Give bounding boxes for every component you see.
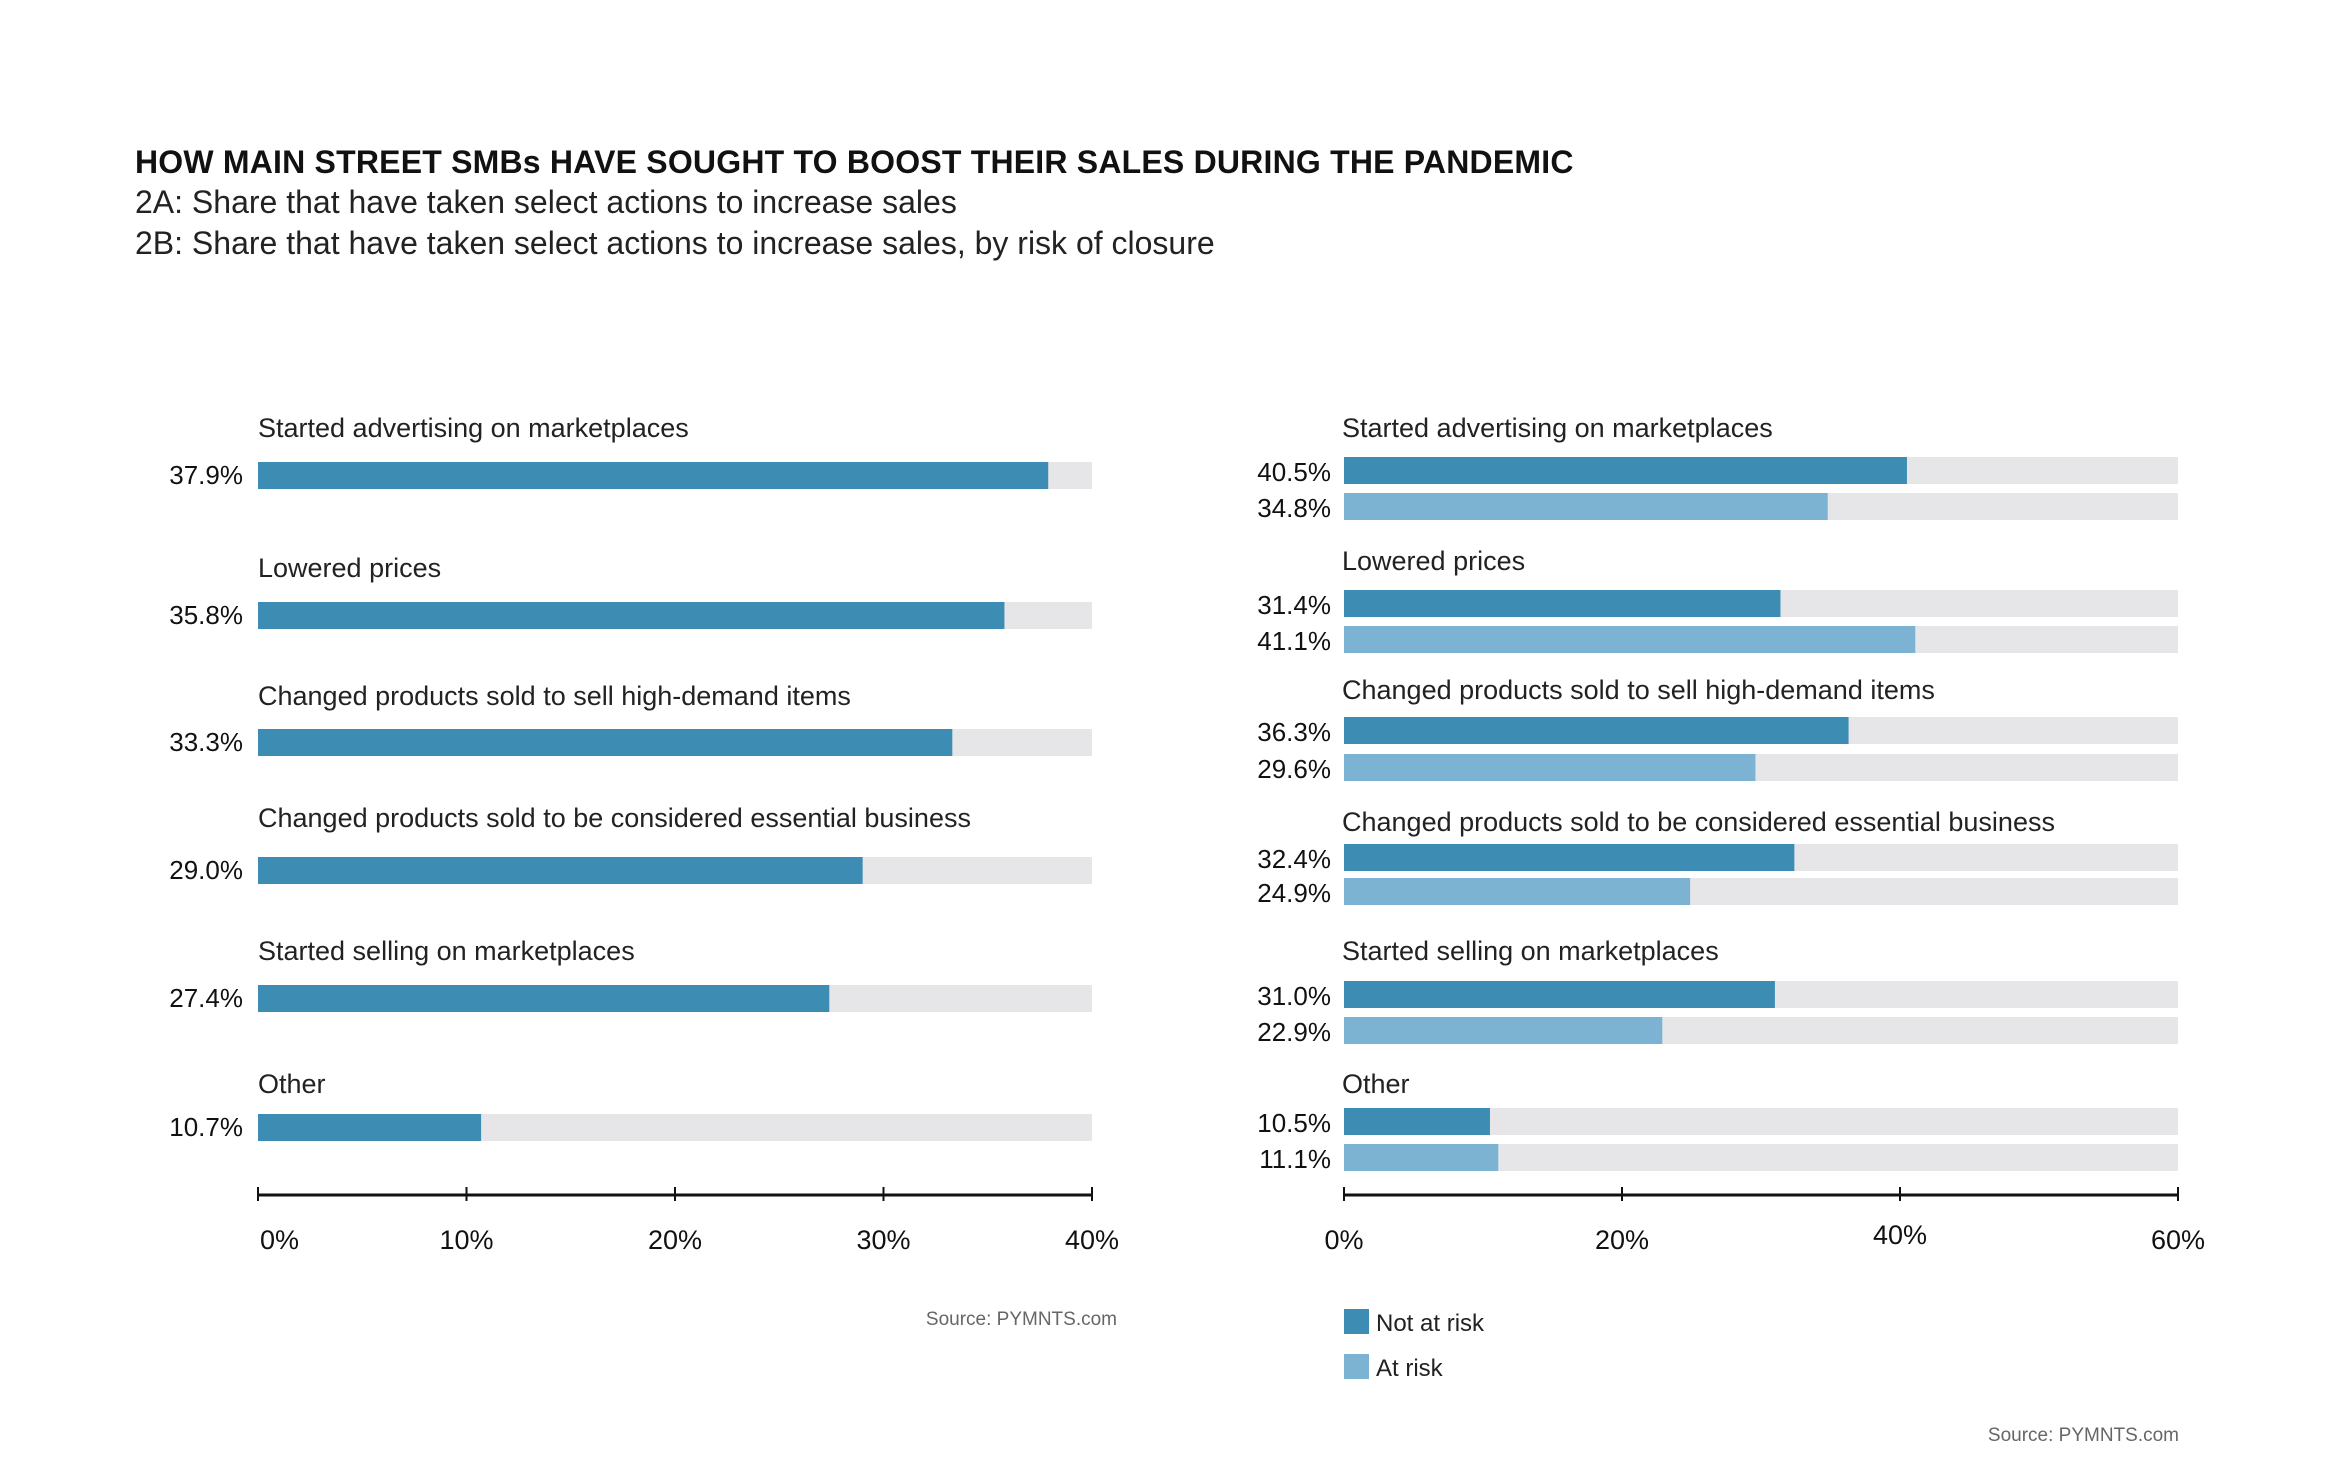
x-tick-label: 40% — [1065, 1225, 1119, 1255]
category-label: Changed products sold to be considered e… — [1342, 807, 2055, 837]
chart-2b: Started advertising on marketplaces 40.5%… — [1257, 413, 2205, 1446]
category-label: Other — [1342, 1069, 1410, 1099]
bar-not-at-risk — [1344, 981, 1775, 1008]
data-label: 37.9% — [169, 460, 243, 490]
bar-at-risk — [1344, 754, 1756, 781]
chart-2a: Started advertising on marketplaces 37.9%… — [169, 413, 1119, 1330]
data-label: 36.3% — [1257, 717, 1331, 747]
bar — [258, 857, 863, 884]
bar-at-risk — [1344, 493, 1828, 520]
bar-not-at-risk — [1344, 457, 1907, 484]
legend-label: At risk — [1376, 1355, 1444, 1382]
data-label: 33.3% — [169, 727, 243, 757]
x-tick-label: 0% — [1324, 1225, 1363, 1255]
x-tick-label: 20% — [648, 1225, 702, 1255]
data-label: 31.0% — [1257, 981, 1331, 1011]
data-label: 29.0% — [169, 855, 243, 885]
data-label: 10.5% — [1257, 1108, 1331, 1138]
subtitle-2b: 2B: Share that have taken select actions… — [135, 225, 1215, 261]
data-label: 22.9% — [1257, 1017, 1331, 1047]
x-tick-label: 20% — [1595, 1225, 1649, 1255]
bar-at-risk — [1344, 1017, 1663, 1044]
x-tick-label: 60% — [2151, 1225, 2205, 1255]
bar-not-at-risk — [1344, 844, 1795, 871]
data-label: 31.4% — [1257, 590, 1331, 620]
x-tick-label: 30% — [856, 1225, 910, 1255]
data-label: 40.5% — [1257, 457, 1331, 487]
legend-swatch-not-at-risk — [1344, 1309, 1369, 1334]
bar-at-risk — [1344, 626, 1916, 653]
bar — [258, 729, 953, 756]
bar — [258, 602, 1005, 629]
data-label: 35.8% — [169, 600, 243, 630]
data-label: 41.1% — [1257, 626, 1331, 656]
bar-not-at-risk — [1344, 590, 1781, 617]
bar-at-risk — [1344, 878, 1691, 905]
x-tick-label: 40% — [1873, 1220, 1927, 1250]
data-label: 32.4% — [1257, 844, 1331, 874]
bar — [258, 1114, 482, 1141]
data-label: 27.4% — [169, 983, 243, 1013]
category-label: Started selling on marketplaces — [1342, 936, 1719, 966]
category-label: Started advertising on marketplaces — [1342, 413, 1773, 443]
bar — [258, 985, 830, 1012]
bar-at-risk — [1344, 1144, 1499, 1171]
data-label: 11.1% — [1259, 1144, 1331, 1174]
category-label: Changed products sold to sell high-deman… — [1342, 675, 1935, 705]
legend-label: Not at risk — [1376, 1310, 1485, 1337]
category-label: Lowered prices — [258, 553, 441, 583]
data-label: 29.6% — [1257, 754, 1331, 784]
bar-not-at-risk — [1344, 717, 1849, 744]
subtitle-2a: 2A: Share that have taken select actions… — [135, 184, 957, 220]
legend-swatch-at-risk — [1344, 1354, 1369, 1379]
category-label: Lowered prices — [1342, 546, 1525, 576]
category-label: Changed products sold to sell high-deman… — [258, 681, 851, 711]
data-label: 24.9% — [1257, 878, 1331, 908]
category-label: Started selling on marketplaces — [258, 936, 635, 966]
chart-title: HOW MAIN STREET SMBs HAVE SOUGHT TO BOOS… — [135, 144, 1574, 180]
bar — [258, 462, 1049, 489]
x-tick-label: 10% — [439, 1225, 493, 1255]
category-label: Other — [258, 1069, 326, 1099]
bar-not-at-risk — [1344, 1108, 1490, 1135]
data-label: 10.7% — [169, 1112, 243, 1142]
data-label: 34.8% — [1257, 493, 1331, 523]
category-label: Started advertising on marketplaces — [258, 413, 689, 443]
source-note: Source: PYMNTS.com — [926, 1309, 1117, 1330]
category-label: Changed products sold to be considered e… — [258, 803, 971, 833]
x-tick-label: 0% — [260, 1225, 299, 1255]
source-note: Source: PYMNTS.com — [1988, 1425, 2179, 1446]
